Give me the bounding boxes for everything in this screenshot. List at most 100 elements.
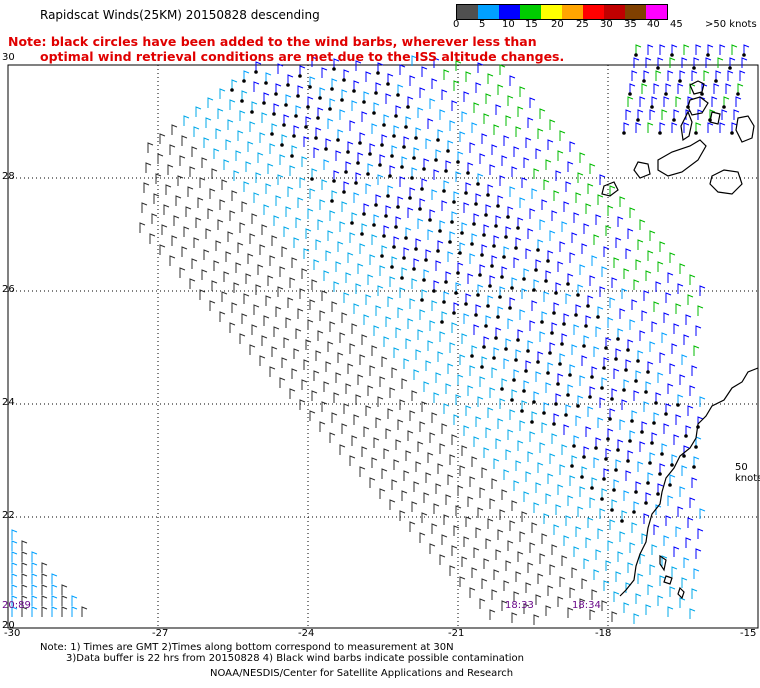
wind-barb: [675, 414, 682, 425]
scale-label: 20: [551, 19, 564, 30]
wind-barb: [534, 259, 542, 272]
wind-barb: [650, 432, 658, 445]
wind-barb: [563, 424, 570, 435]
wind-barb: [689, 608, 696, 619]
wind-barb: [657, 372, 664, 383]
wind-barb: [255, 172, 262, 183]
wind-barb: [529, 431, 536, 442]
wind-barb: [613, 257, 620, 268]
wind-barb: [317, 219, 324, 230]
wind-barb: [392, 125, 400, 138]
graticule: [8, 64, 758, 628]
wind-barb: [501, 600, 508, 611]
wind-barb: [498, 286, 506, 299]
wind-barb: [261, 224, 268, 235]
lat-label: 20: [2, 620, 15, 631]
wind-barb: [420, 178, 428, 191]
wind-barb: [617, 551, 624, 562]
wind-barb: [521, 288, 528, 299]
wind-barb: [195, 106, 202, 117]
wind-barb: [409, 521, 416, 532]
wind-barb: [623, 268, 630, 279]
wind-barb: [437, 351, 444, 362]
wind-barb: [447, 363, 454, 374]
wind-barb: [647, 584, 654, 595]
wind-barb: [555, 170, 562, 181]
wind-barb: [343, 292, 350, 303]
wind-barb: [610, 388, 618, 401]
wind-barb: [263, 315, 270, 326]
wind-barb: [482, 224, 490, 237]
wind-barb: [481, 578, 488, 589]
wind-barb: [513, 480, 520, 491]
wind-barb: [670, 44, 678, 57]
wind-barb: [359, 466, 366, 477]
wind-barb: [235, 150, 242, 161]
wind-barb: [577, 172, 584, 183]
wind-barb: [217, 219, 224, 230]
wind-barb: [335, 150, 342, 161]
wind-barb: [549, 119, 556, 130]
scale-label: 35: [624, 19, 637, 30]
wind-barb: [516, 217, 524, 230]
wind-barb: [485, 93, 492, 104]
wind-barb: [509, 186, 516, 197]
wind-barb: [407, 207, 414, 218]
wind-barb: [245, 273, 252, 284]
wind-barb: [646, 361, 654, 374]
wind-barb: [657, 261, 664, 272]
wind-barb: [484, 204, 492, 217]
wind-barb: [586, 295, 594, 308]
wind-barb: [61, 595, 68, 606]
wind-barb: [631, 522, 638, 533]
wind-barb: [249, 344, 256, 355]
wind-barb: [205, 228, 212, 239]
wind-barb: [379, 265, 386, 276]
scale-label: 45: [670, 19, 683, 30]
wind-barb: [675, 96, 682, 107]
wind-barb: [253, 192, 260, 203]
wind-barb: [403, 358, 410, 369]
scale-swatch: [583, 5, 604, 19]
wind-barb: [489, 387, 496, 398]
wind-barb: [243, 293, 250, 304]
wind-barb: [474, 193, 482, 206]
wind-barb: [544, 270, 552, 283]
wind-barb: [736, 83, 744, 96]
wind-barb: [395, 327, 402, 338]
wind-barb: [545, 159, 552, 170]
wind-barb: [332, 58, 340, 71]
wind-barb: [714, 70, 722, 83]
wind-barb: [671, 343, 678, 354]
wind-barb: [460, 222, 468, 235]
wind-barb: [569, 587, 576, 598]
wind-barb: [209, 300, 216, 311]
wind-barb: [670, 454, 678, 467]
wind-barb: [535, 148, 542, 159]
wind-barb: [465, 405, 472, 416]
wind-barb: [257, 152, 264, 163]
wind-barb: [440, 311, 448, 324]
wind-barb: [641, 533, 648, 544]
wind-barb: [447, 474, 454, 485]
wind-barb: [614, 459, 622, 472]
wind-barb: [487, 73, 494, 84]
wind-barb: [554, 282, 562, 295]
wind-barb: [517, 551, 524, 562]
wind-barb: [469, 253, 476, 264]
wind-barb: [706, 44, 714, 57]
wind-barb: [514, 349, 522, 362]
wind-barb: [449, 565, 456, 576]
wind-barb: [629, 542, 636, 553]
wind-barb: [511, 500, 518, 511]
wind-barb: [699, 508, 706, 519]
wind-barb: [557, 150, 564, 161]
wind-barb: [327, 341, 334, 352]
wind-barb: [277, 286, 284, 297]
wind-barb: [327, 230, 334, 241]
wind-barb: [371, 457, 378, 468]
wind-barb: [549, 564, 556, 575]
wind-barb: [404, 116, 412, 129]
wind-barb: [239, 110, 246, 121]
wind-barb: [697, 305, 704, 316]
